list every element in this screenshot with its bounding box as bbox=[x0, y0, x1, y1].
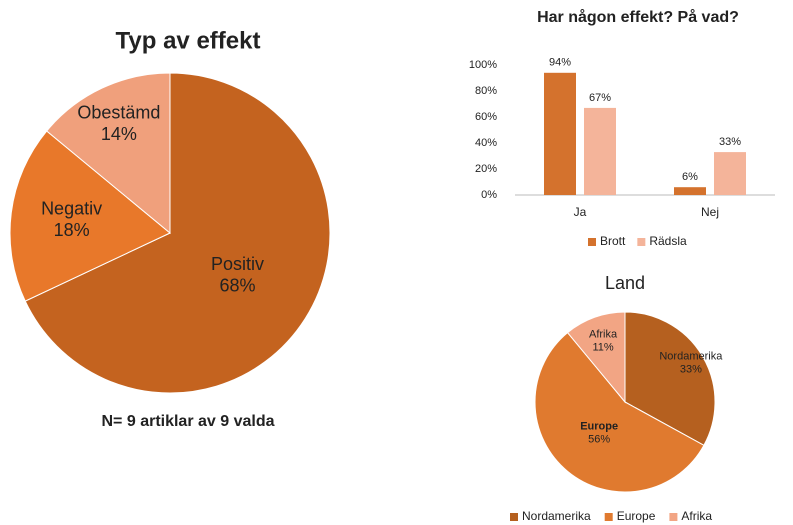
slice-label: Europe bbox=[580, 421, 618, 433]
slice-value: 33% bbox=[680, 364, 702, 376]
legend-swatch bbox=[588, 238, 596, 246]
legend-label: Afrika bbox=[681, 509, 712, 523]
slice-label: Negativ bbox=[41, 199, 102, 219]
slice-value: 18% bbox=[54, 220, 90, 240]
legend-label: Brott bbox=[600, 234, 626, 248]
slice-value: 11% bbox=[592, 342, 613, 354]
legend-swatch bbox=[604, 513, 613, 521]
y-tick-label: 80% bbox=[475, 85, 497, 97]
bar bbox=[674, 187, 706, 195]
bar-value-label: 6% bbox=[682, 171, 698, 183]
y-tick-label: 100% bbox=[469, 59, 497, 71]
slice-label: Obestämd bbox=[77, 102, 160, 122]
bar-value-label: 67% bbox=[589, 92, 611, 104]
bar bbox=[584, 107, 616, 195]
y-tick-label: 0% bbox=[481, 189, 497, 201]
slice-label: Afrika bbox=[589, 328, 618, 340]
slice-value: 68% bbox=[220, 275, 256, 295]
pie-title: Land bbox=[605, 273, 645, 293]
pie-slice bbox=[534, 331, 705, 493]
pie-slice bbox=[566, 311, 626, 404]
bar-value-label: 33% bbox=[719, 136, 741, 148]
slice-label: Positiv bbox=[211, 254, 264, 274]
y-tick-label: 20% bbox=[475, 163, 497, 175]
legend-swatch bbox=[669, 513, 678, 521]
bar bbox=[544, 72, 576, 195]
legend-label: Rädsla bbox=[649, 234, 687, 248]
bar bbox=[714, 152, 746, 195]
x-tick-label: Nej bbox=[701, 205, 719, 219]
note: N= 9 artiklar av 9 valda bbox=[102, 413, 275, 430]
slice-value: 14% bbox=[101, 124, 137, 144]
pie-slice bbox=[624, 311, 716, 447]
bar-title: Har någon effekt? På vad? bbox=[537, 8, 739, 26]
legend-swatch bbox=[510, 513, 518, 521]
pie-title: Typ av effekt bbox=[116, 27, 261, 54]
legend-label: Nordamerika bbox=[522, 509, 591, 523]
slice-label: Nordamerika bbox=[659, 350, 723, 362]
pie-slice bbox=[24, 72, 331, 394]
bar-value-label: 94% bbox=[549, 57, 571, 69]
x-tick-label: Ja bbox=[574, 205, 587, 219]
y-tick-label: 60% bbox=[475, 111, 497, 123]
slice-value: 56% bbox=[588, 434, 610, 446]
legend-swatch bbox=[637, 238, 646, 246]
y-tick-label: 40% bbox=[475, 137, 497, 149]
legend-label: Europe bbox=[617, 509, 656, 523]
pie-slice bbox=[9, 130, 171, 302]
pie-slice bbox=[46, 72, 171, 235]
